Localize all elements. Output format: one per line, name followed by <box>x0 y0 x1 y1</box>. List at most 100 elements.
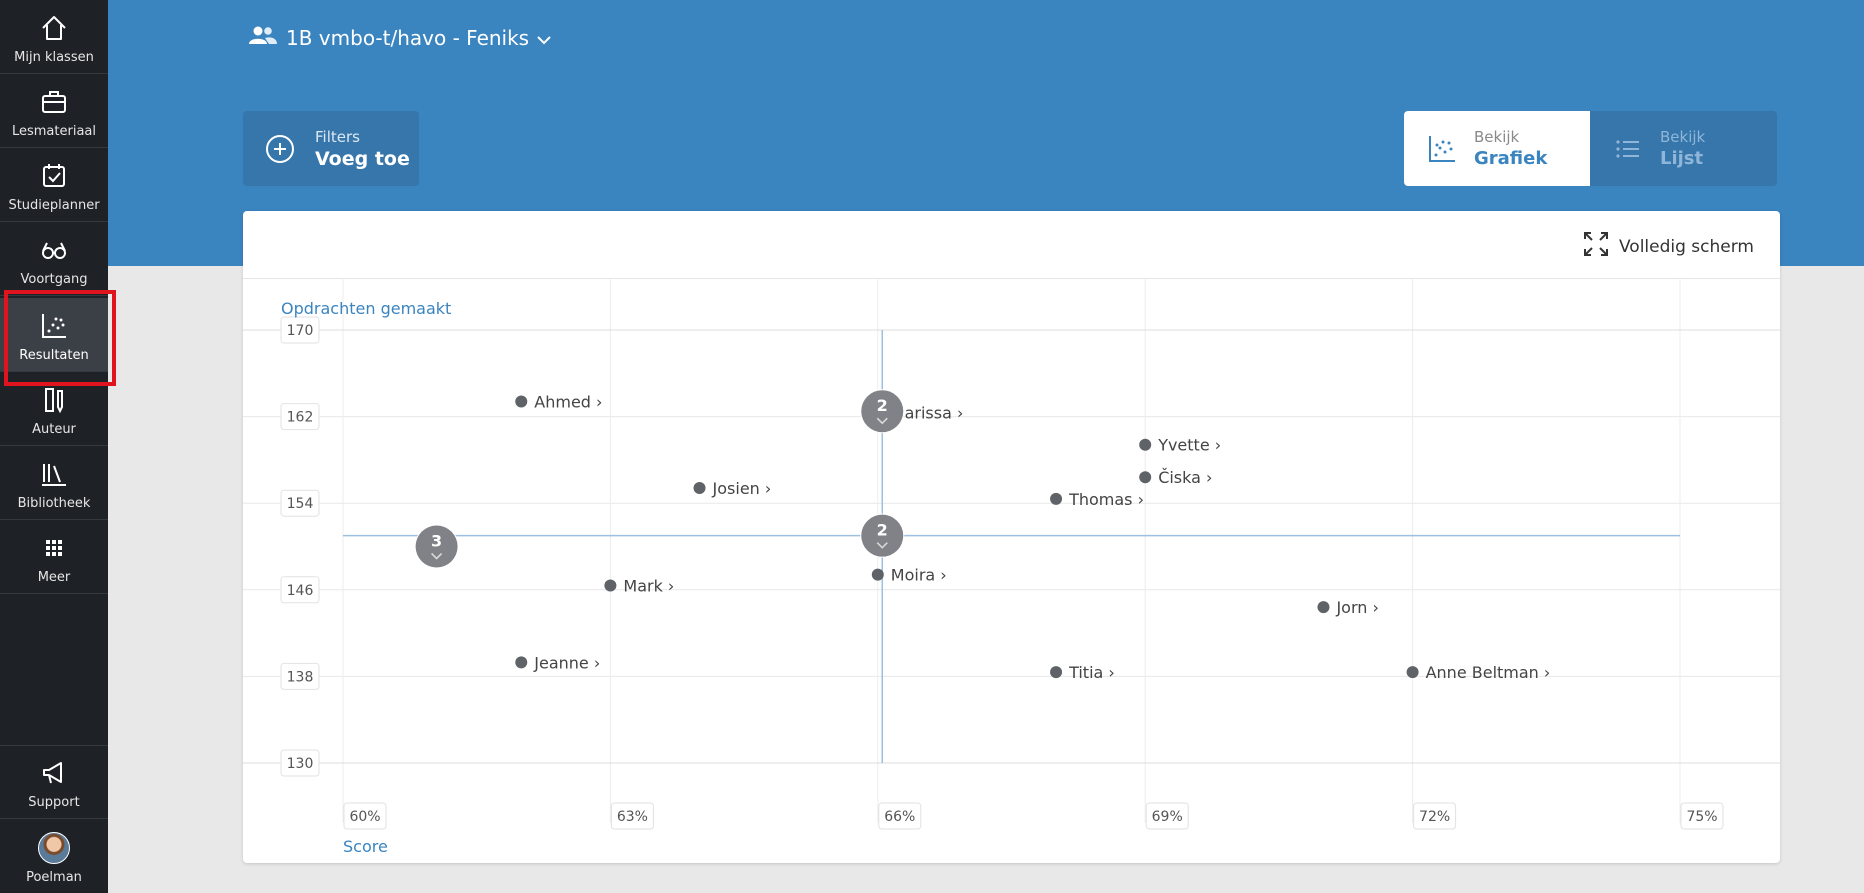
x-tick-label: 75% <box>1686 809 1717 825</box>
cluster-count: 2 <box>877 521 888 540</box>
view-list-button[interactable]: Bekijk Lijst <box>1590 111 1777 186</box>
x-tick: 72% <box>1413 802 1457 830</box>
scatter-chart-icon <box>1426 133 1458 165</box>
y-tick: 154 <box>280 489 320 517</box>
cluster-marker[interactable]: 2 <box>860 513 905 558</box>
fullscreen-label: Volledig scherm <box>1618 236 1754 257</box>
cluster-marker[interactable]: 3 <box>414 524 459 569</box>
sidebar-item-bibliotheek[interactable]: Bibliotheek <box>0 446 108 520</box>
y-tick-label: 162 <box>287 410 314 426</box>
x-tick: 66% <box>878 802 922 830</box>
data-point[interactable]: Anne Beltman › <box>1406 663 1551 682</box>
point-label: Čiska › <box>1158 468 1212 487</box>
x-tick-box <box>1413 802 1457 830</box>
grid-icon <box>38 532 70 564</box>
view-graph-button[interactable]: Bekijk Grafiek <box>1404 111 1590 186</box>
y-tick-label: 138 <box>287 669 314 685</box>
y-tick: 146 <box>280 576 320 604</box>
sidebar-item-mijn-klassen[interactable]: Mijn klassen <box>0 0 108 74</box>
sidebar-item-auteur[interactable]: Auteur <box>0 372 108 446</box>
card-toolbar: Volledig scherm <box>243 211 1780 279</box>
sidebar-item-label: Lesmateriaal <box>11 124 96 139</box>
plus-circle-icon <box>265 134 295 164</box>
x-tick: 75% <box>1680 802 1724 830</box>
filters-label: Filters <box>315 127 360 146</box>
megaphone-icon <box>38 757 70 789</box>
sidebar-item-label: Mijn klassen <box>14 50 94 65</box>
avatar <box>38 832 70 864</box>
x-tick: 69% <box>1145 802 1189 830</box>
sidebar-item-resultaten[interactable]: Resultaten <box>0 298 108 372</box>
user-name: Poelman <box>26 870 82 885</box>
data-point[interactable]: Moira › <box>871 566 947 585</box>
point-label: Marissa › <box>891 403 964 422</box>
sidebar-item-voortgang[interactable]: Voortgang <box>0 222 108 296</box>
cluster-bubble <box>415 525 458 568</box>
data-point[interactable]: Titia › <box>1050 663 1115 682</box>
point-marker <box>1406 666 1419 679</box>
chevron-down-icon <box>431 552 443 560</box>
data-point[interactable]: Yvette › <box>1139 436 1221 455</box>
y-tick-label: 146 <box>287 583 314 599</box>
x-tick-box <box>1145 802 1189 830</box>
cluster-marker[interactable]: 2 <box>860 389 905 434</box>
y-tick: 138 <box>280 662 320 690</box>
point-label: Yvette › <box>1157 436 1221 455</box>
point-marker <box>515 656 528 669</box>
x-tick: 63% <box>610 802 654 830</box>
view-graph-small: Bekijk <box>1474 128 1520 146</box>
sidebar: Mijn klassen Lesmateriaal Studieplanner … <box>0 0 108 893</box>
sidebar-item-lesmateriaal[interactable]: Lesmateriaal <box>0 74 108 148</box>
scatter-chart-icon <box>38 310 70 342</box>
point-marker <box>604 579 617 592</box>
data-point[interactable]: Jorn › <box>1317 598 1379 617</box>
x-tick-label: 63% <box>617 809 648 825</box>
data-point[interactable]: Čiska › <box>1139 468 1212 487</box>
cluster-count: 3 <box>431 532 442 551</box>
y-axis-title: Opdrachten gemaakt <box>281 299 451 318</box>
point-label: Thomas › <box>1068 490 1144 509</box>
x-tick-box <box>343 802 387 830</box>
cluster-count: 2 <box>877 396 888 415</box>
data-point[interactable]: Mark › <box>604 576 674 595</box>
support-label: Support <box>28 795 80 810</box>
sidebar-item-support[interactable]: Support <box>0 745 108 819</box>
point-marker <box>871 568 884 581</box>
user-profile[interactable]: Poelman <box>0 819 108 893</box>
sidebar-item-label: Resultaten <box>19 348 89 363</box>
point-marker <box>693 482 706 495</box>
x-tick-label: 66% <box>884 809 915 825</box>
point-marker <box>515 395 528 408</box>
data-point[interactable]: Josien › <box>693 479 772 498</box>
x-tick-label: 72% <box>1419 809 1450 825</box>
fullscreen-button[interactable]: Volledig scherm <box>1583 231 1754 262</box>
data-point[interactable]: Thomas › <box>1050 490 1144 509</box>
y-tick-box <box>280 403 320 431</box>
class-selector[interactable]: 1B vmbo-t/havo - Feniks <box>248 24 551 51</box>
point-label: Anne Beltman › <box>1426 663 1551 682</box>
x-tick-label: 69% <box>1152 809 1183 825</box>
sidebar-item-meer[interactable]: Meer <box>0 520 108 594</box>
scatter-chart: 130 138 146 154 162 170 60% 63% 66% 69% 72% 75% Opdr… <box>243 278 1780 856</box>
data-point[interactable]: Jeanne › <box>515 653 600 672</box>
y-tick-box <box>280 576 320 604</box>
sidebar-item-label: Meer <box>37 570 71 585</box>
y-tick-box <box>280 662 320 690</box>
point-label: Jorn › <box>1335 598 1378 617</box>
sidebar-item-label: Studieplanner <box>8 198 100 213</box>
point-marker <box>1050 492 1063 505</box>
x-tick-box <box>878 802 922 830</box>
data-point[interactable]: Ahmed › <box>515 392 602 411</box>
chevron-down-icon <box>537 26 551 50</box>
point-label: Jeanne › <box>533 653 600 672</box>
y-tick: 162 <box>280 403 320 431</box>
sidebar-item-studieplanner[interactable]: Studieplanner <box>0 148 108 222</box>
add-filter-button[interactable]: Filters Voeg toe <box>243 111 419 186</box>
point-marker <box>1139 438 1152 451</box>
x-tick-box <box>1680 802 1724 830</box>
calendar-check-icon <box>38 160 70 192</box>
glasses-icon <box>38 234 70 266</box>
filters-action: Voeg toe <box>315 147 410 170</box>
class-title-text: 1B vmbo-t/havo - Feniks <box>286 25 530 50</box>
view-graph-label: Grafiek <box>1474 148 1548 169</box>
